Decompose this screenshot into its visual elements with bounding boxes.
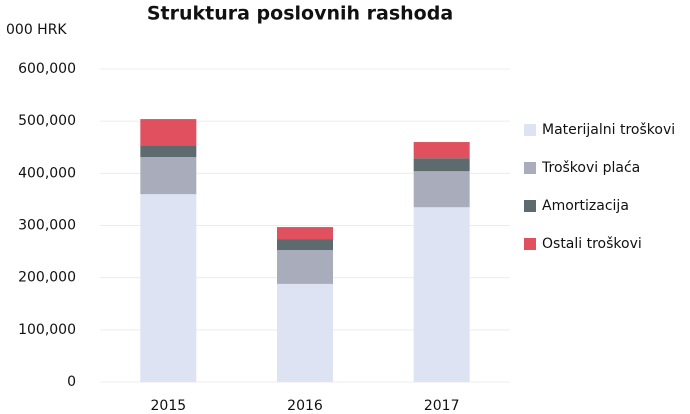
legend-label: Ostali troškovi [542,236,642,252]
y-tick-label: 500,000 [18,113,76,129]
unit-label: 000 HRK [6,22,67,38]
legend-swatch [524,200,536,212]
x-tick-label: 2015 [151,398,187,414]
legend-label: Materijalni troškovi [542,122,675,138]
legend-label: Amortizacija [542,198,629,214]
bar-segment [413,171,470,208]
bar-segment [277,227,333,240]
bar-segment [413,207,470,382]
bar-segment [140,157,197,195]
bar-segment [277,250,333,284]
legend-swatch [524,238,536,250]
y-tick-label: 0 [67,374,76,390]
chart-title: Struktura poslovnih rashoda [147,3,453,25]
y-tick-label: 100,000 [18,322,76,338]
x-tick-label: 2017 [424,398,460,414]
bar-segment [277,283,333,382]
bar-segment [140,145,197,158]
legend-swatch [524,124,536,136]
legend-label: Troškovi plaća [541,160,640,176]
x-tick-label: 2016 [287,398,323,414]
bar-segment [140,194,197,382]
bar-segment [140,119,197,146]
bar-segment [277,239,333,251]
bar-segment [413,142,470,159]
y-tick-label: 600,000 [18,61,76,77]
y-tick-label: 300,000 [18,218,76,234]
y-tick-label: 400,000 [18,165,76,181]
bar-segment [413,158,470,172]
legend-swatch [524,162,536,174]
y-tick-label: 200,000 [18,270,76,286]
